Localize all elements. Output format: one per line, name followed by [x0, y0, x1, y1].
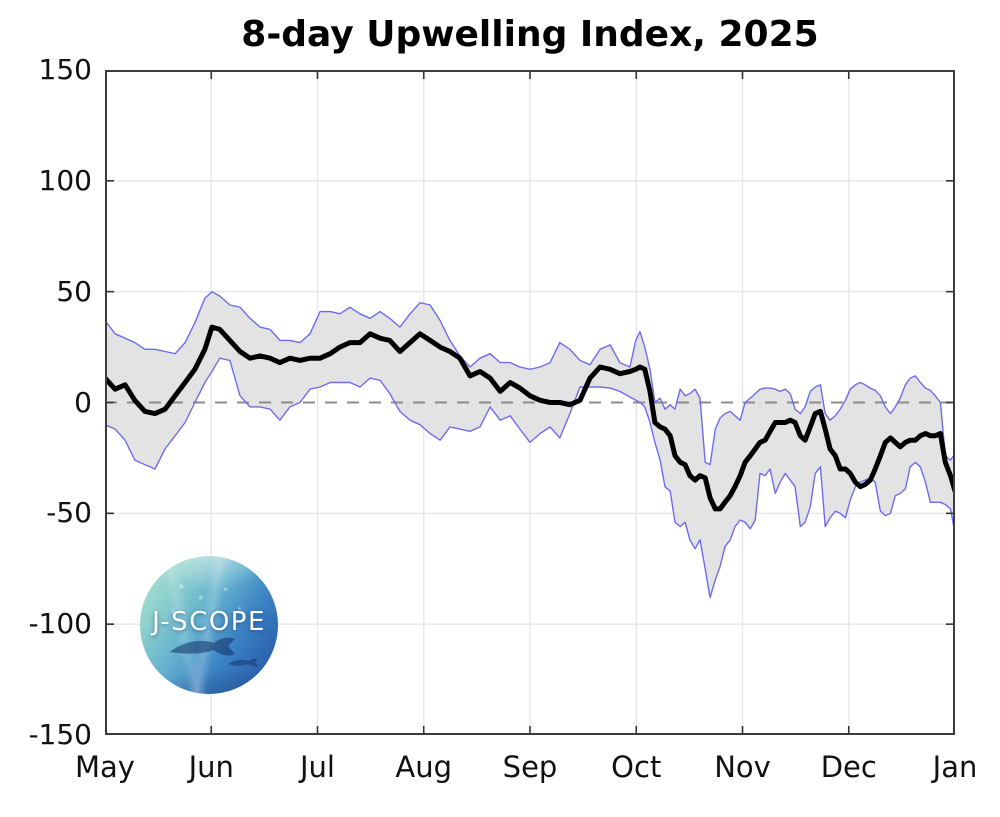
axes-box — [105, 70, 955, 735]
upper-bound-line — [105, 291, 955, 466]
y-tick-label: 150 — [38, 53, 92, 86]
x-tick-label: Sep — [502, 750, 558, 784]
y-tick-label: 100 — [38, 163, 92, 197]
jscope-logo: J-SCOPE — [140, 556, 278, 694]
x-tick-label: May — [75, 750, 135, 784]
y-tick-label: 0 — [74, 385, 92, 419]
y-tick-label: -100 — [28, 607, 92, 641]
x-tick-label: Jun — [188, 750, 234, 784]
x-tick-label: Oct — [611, 750, 662, 784]
light-rays-overlay — [140, 556, 278, 694]
fish-silhouette-icon — [170, 637, 258, 667]
y-tick-label: -50 — [46, 496, 92, 530]
x-tick-label: Dec — [820, 750, 877, 784]
y-tick-label: -150 — [28, 718, 92, 751]
x-tick-label: Aug — [395, 750, 453, 784]
chart-title: 8-day Upwelling Index, 2025 — [241, 14, 819, 55]
ensemble-mean-line — [105, 324, 955, 512]
uncertainty-band — [105, 291, 955, 598]
x-tick-label: Jan — [932, 750, 978, 784]
y-tick-label: 50 — [56, 274, 92, 308]
x-tick-label: Nov — [714, 750, 771, 784]
x-tick-label: Jul — [300, 750, 335, 784]
logo-text: J-SCOPE — [152, 607, 266, 637]
